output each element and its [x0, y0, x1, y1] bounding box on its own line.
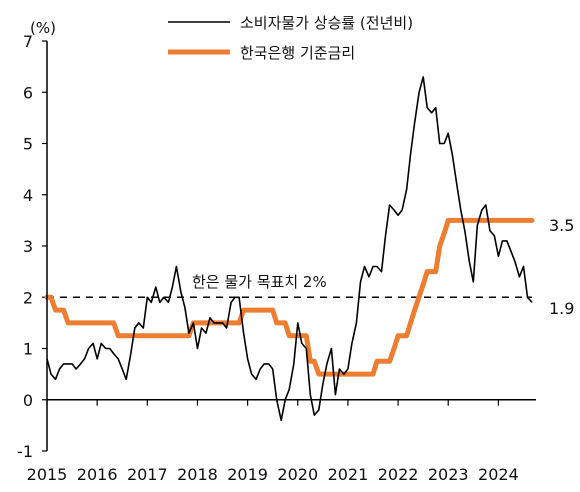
x-tick-label: 2017 — [127, 465, 168, 484]
x-tick-label: 2016 — [77, 465, 118, 484]
y-tick-label: 4 — [23, 186, 33, 205]
x-tick-label: 2024 — [478, 465, 519, 484]
y-tick-label: 1 — [23, 340, 33, 359]
x-tick-label: 2023 — [428, 465, 469, 484]
x-tick-label: 2015 — [27, 465, 68, 484]
y-tick-label: -1 — [17, 442, 33, 461]
x-tick-label: 2020 — [277, 465, 318, 484]
y-tick-label: 7 — [23, 32, 33, 51]
base-rate-line — [44, 217, 535, 377]
y-tick-label: 2 — [23, 288, 33, 307]
y-axis-ticks: -1 0 1 2 3 4 5 6 7 — [17, 32, 47, 461]
cpi-inflation-line — [46, 76, 533, 422]
legend: 소비자물가 상승률 (전년비) 한국은행 기준금리 — [168, 14, 413, 62]
legend-label-cpi: 소비자물가 상승률 (전년비) — [240, 14, 413, 32]
x-axis-ticks: 2015 2016 2017 2018 2019 2020 2021 2022 2023 2024 — [27, 399, 519, 484]
x-tick-label: 2021 — [328, 465, 369, 484]
end-label-base-rate: 3.5 — [549, 216, 574, 235]
end-label-cpi: 1.9 — [549, 299, 574, 318]
y-unit-label: (%) — [30, 19, 56, 37]
target-annotation: 한은 물가 목표치 2% — [192, 273, 327, 291]
y-tick-label: 5 — [23, 135, 33, 154]
x-tick-label: 2022 — [378, 465, 419, 484]
y-tick-label: 6 — [23, 83, 33, 102]
legend-label-base-rate: 한국은행 기준금리 — [240, 44, 355, 62]
y-tick-label: 3 — [23, 237, 33, 256]
x-tick-label: 2018 — [177, 465, 218, 484]
x-tick-label: 2019 — [227, 465, 268, 484]
y-tick-label: 0 — [23, 391, 33, 410]
